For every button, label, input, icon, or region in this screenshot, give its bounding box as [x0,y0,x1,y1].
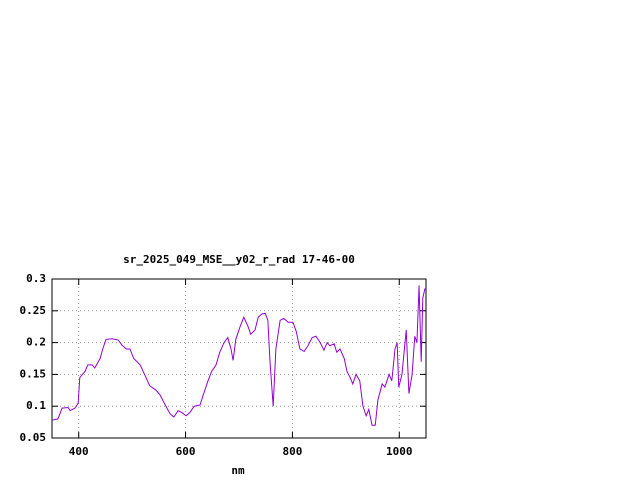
y-tick-label: 0.25 [20,304,47,317]
y-tick-label: 0.05 [20,431,47,444]
y-tick-label: 0.3 [26,272,46,285]
x-tick-label: 800 [282,445,302,458]
y-tick-label: 0.15 [20,367,47,380]
y-tick-label: 0.1 [26,399,46,412]
y-tick-label: 0.2 [26,336,46,349]
x-tick-label: 600 [176,445,196,458]
chart-title: sr_2025_049_MSE__y02_r_rad 17-46-00 [123,253,355,266]
plot-border [51,278,427,439]
data-line [51,285,426,426]
x-tick-label: 1000 [386,445,413,458]
x-axis-label: nm [231,464,245,477]
x-tick-label: 400 [69,445,89,458]
